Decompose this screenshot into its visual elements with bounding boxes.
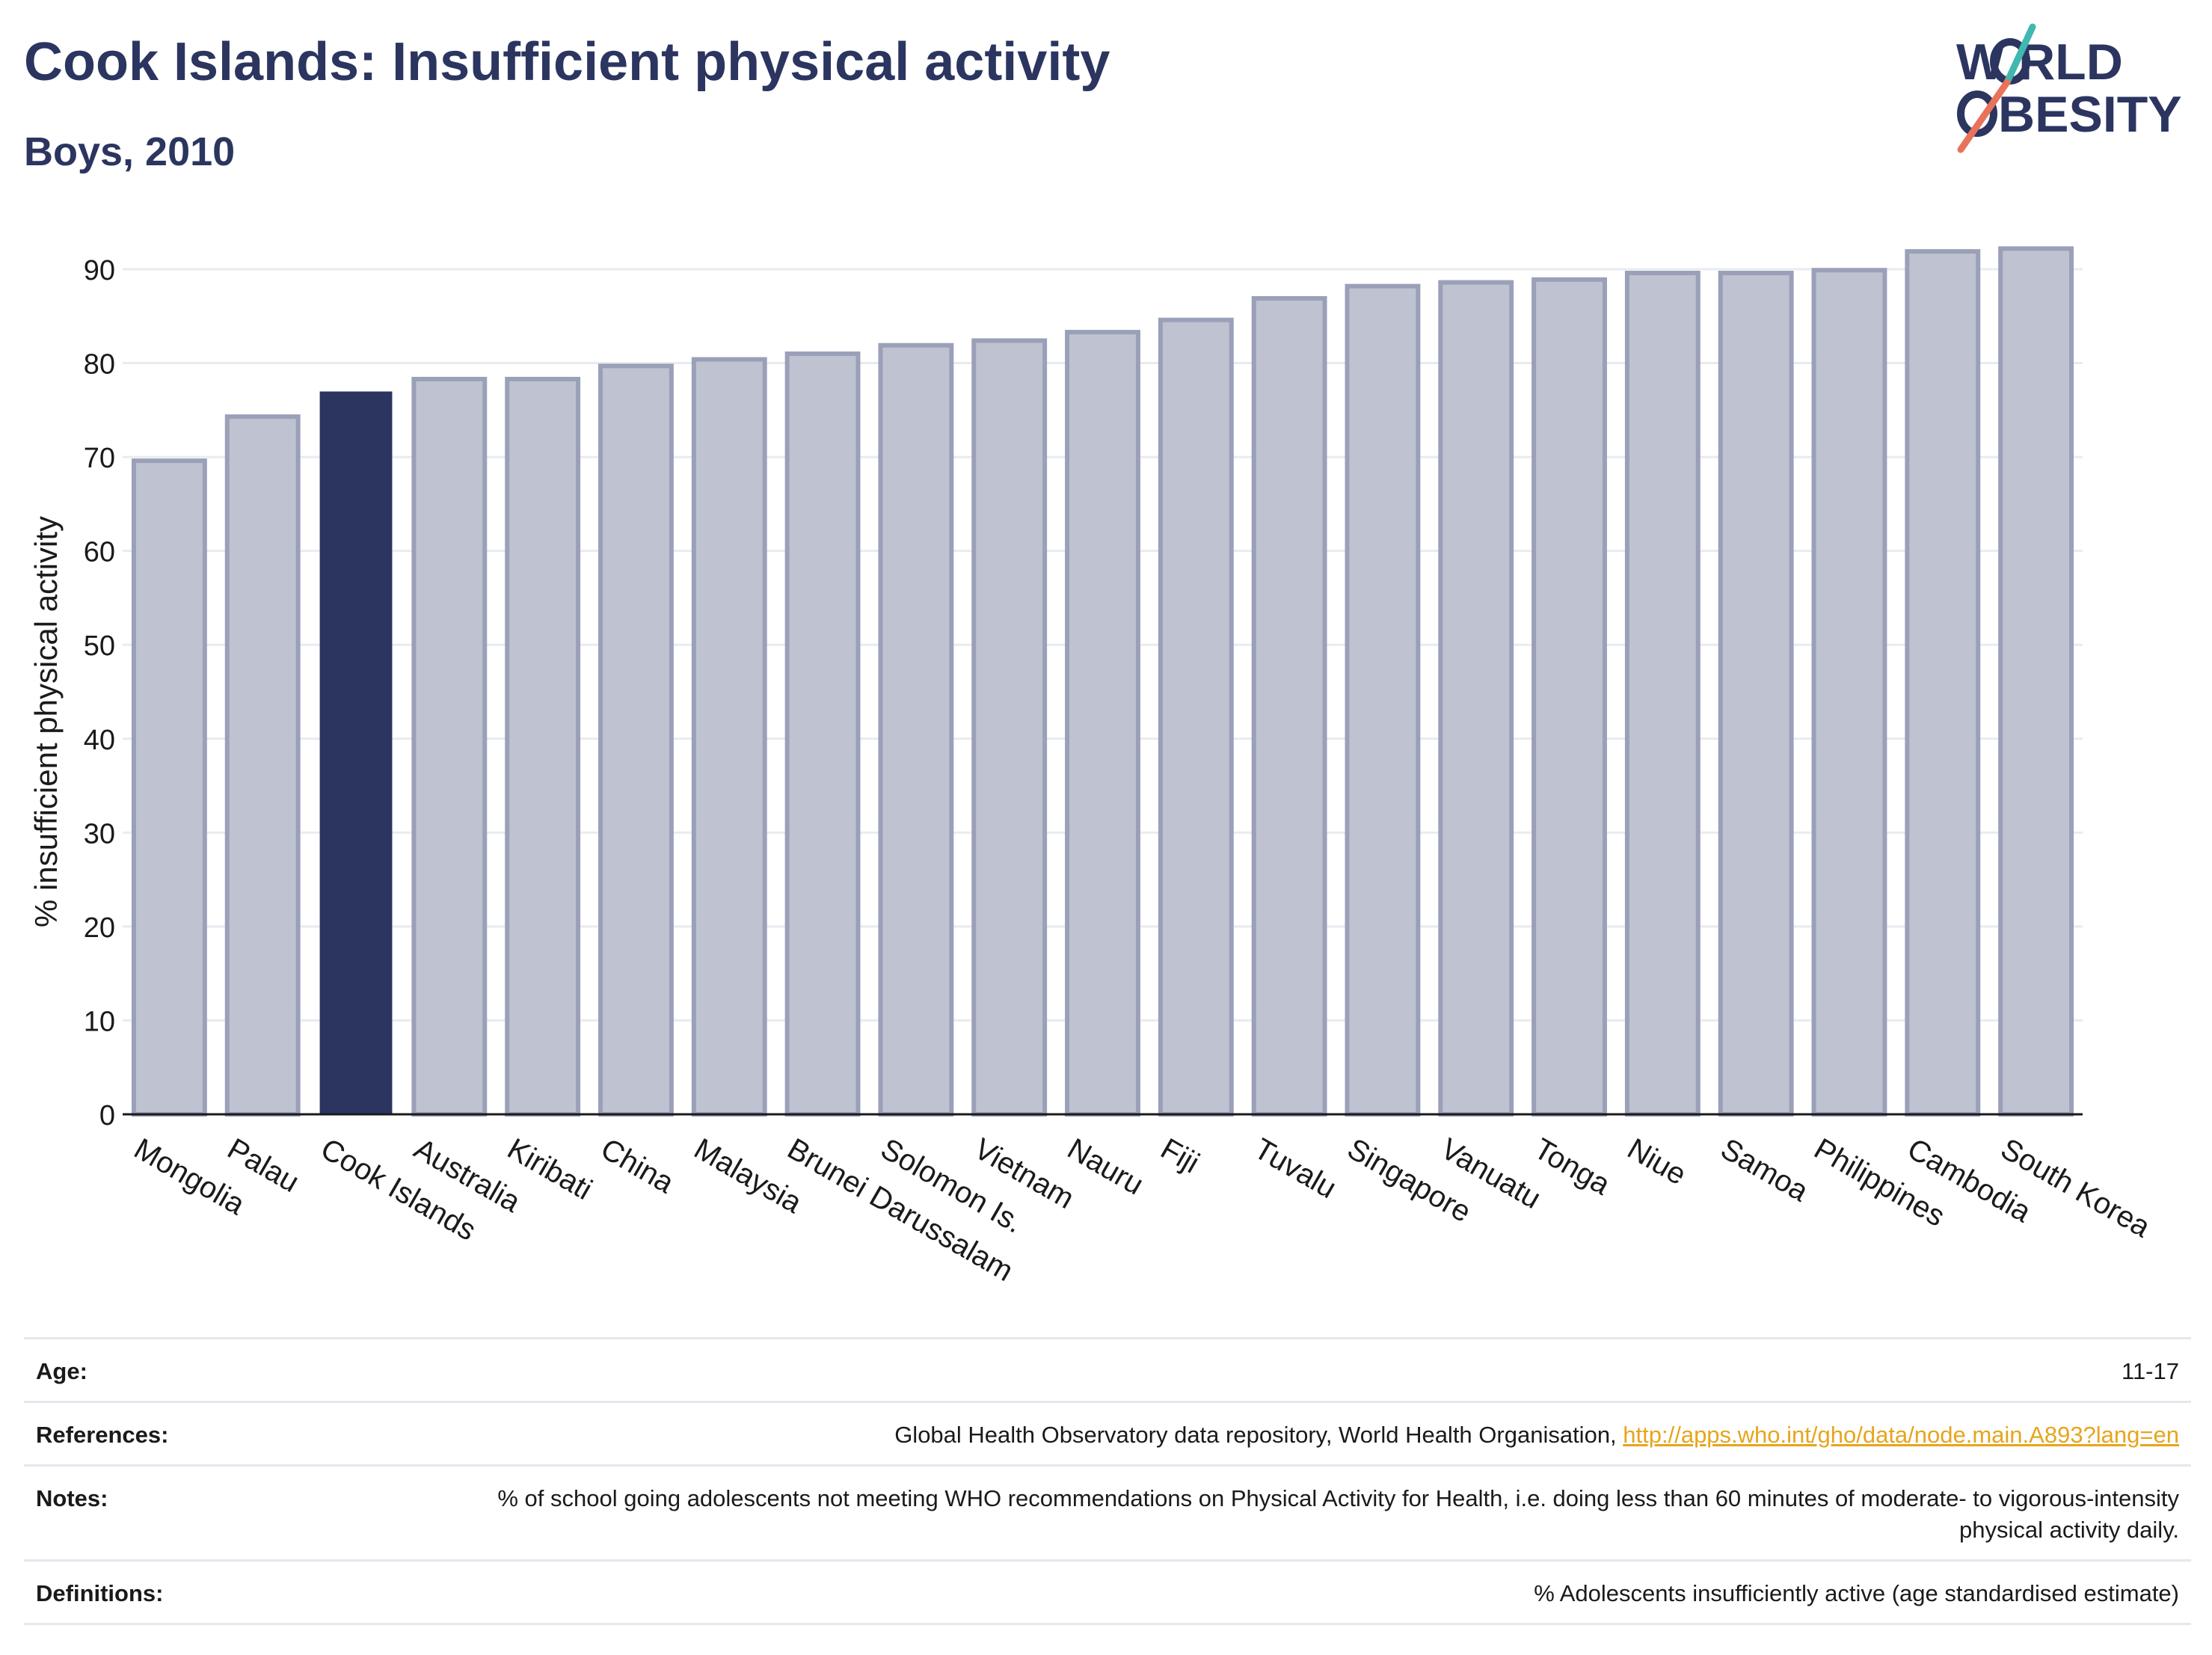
definitions-row: Definitions: % Adolescents insufficientl… (24, 1559, 2191, 1625)
definitions-label: Definitions: (36, 1580, 164, 1606)
bar-cook-islands (319, 391, 393, 1115)
x-tick-label: Fiji (1155, 1132, 1205, 1180)
logo-o-ring-bottom (1957, 90, 1997, 137)
y-tick-label: 60 (84, 537, 115, 568)
y-tick-label: 70 (84, 443, 115, 474)
y-tick-labels: 0 10 20 30 40 50 60 70 80 90 (84, 255, 115, 1132)
references-text: Global Health Observatory data repositor… (894, 1422, 1623, 1448)
bar-palau (224, 414, 301, 1117)
info-table: Age: 11-17 References: Global Health Obs… (24, 1337, 2191, 1625)
bar-niue (1624, 271, 1701, 1117)
bar-china (598, 363, 674, 1117)
logo-slash-coral (1957, 79, 2011, 153)
x-tick-label: China (595, 1132, 680, 1200)
y-tick-label: 20 (84, 912, 115, 944)
bar-tonga (1531, 277, 1607, 1117)
notes-label: Notes: (36, 1485, 108, 1511)
bar-fiji (1158, 317, 1234, 1117)
bar-vietnam (971, 338, 1048, 1117)
world-obesity-logo: W RLD BESITY (1956, 23, 2182, 153)
references-value: Global Health Observatory data repositor… (894, 1419, 2179, 1451)
x-tick-label: Tuvalu (1249, 1132, 1342, 1205)
y-tick-label: 80 (84, 349, 115, 381)
notes-row: Notes: % of school going adolescents not… (24, 1464, 2191, 1559)
bar-nauru (1065, 330, 1140, 1117)
bar-vanuatu (1438, 280, 1514, 1117)
x-tick-label: Samoa (1715, 1132, 1814, 1209)
references-label: References: (36, 1422, 169, 1448)
y-tick-label: 50 (84, 630, 115, 662)
bar-philippines (1811, 268, 1887, 1117)
y-tick-label: 30 (84, 818, 115, 850)
x-tick-label: Cook Islands (316, 1132, 482, 1247)
y-axis-label: % insufficient physical activity (28, 516, 64, 927)
age-row: Age: 11-17 (24, 1337, 2191, 1401)
bar-kiribati (505, 376, 581, 1117)
bar-mongolia (131, 458, 207, 1117)
chart-title: Cook Islands: Insufficient physical acti… (24, 32, 1110, 92)
bar-singapore (1345, 283, 1421, 1117)
bar-tuvalu (1251, 295, 1327, 1117)
x-tick-label: Malaysia (689, 1132, 808, 1220)
bar-malaysia (691, 357, 767, 1117)
y-tick-label: 40 (84, 725, 115, 756)
notes-value: % of school going adolescents not meetin… (497, 1485, 2179, 1543)
references-link[interactable]: http://apps.who.int/gho/data/node.main.A… (1623, 1422, 2179, 1448)
bar-brunei-darussalam (784, 351, 861, 1117)
bar-solomon-is (878, 343, 954, 1117)
definitions-value: % Adolescents insufficiently active (age… (1534, 1580, 2179, 1606)
logo-line2: BESITY (1998, 86, 2182, 143)
y-tick-label: 10 (84, 1006, 115, 1037)
y-tick-label: 90 (84, 255, 115, 286)
bar-cambodia (1905, 249, 1981, 1117)
age-value: 11-17 (2122, 1358, 2179, 1384)
chart-subtitle: Boys, 2010 (24, 129, 236, 174)
x-tick-label: Niue (1622, 1132, 1692, 1191)
y-tick-label: 0 (99, 1100, 115, 1132)
bar-australia (411, 376, 488, 1117)
bar-south-korea (1998, 246, 2074, 1117)
bars (131, 246, 2074, 1117)
bar-samoa (1718, 271, 1794, 1117)
references-row: References: Global Health Observatory da… (24, 1401, 2191, 1464)
logo-line1: W RLD (1956, 34, 2123, 90)
age-label: Age: (36, 1358, 87, 1384)
logo-slash-teal (2003, 23, 2036, 86)
